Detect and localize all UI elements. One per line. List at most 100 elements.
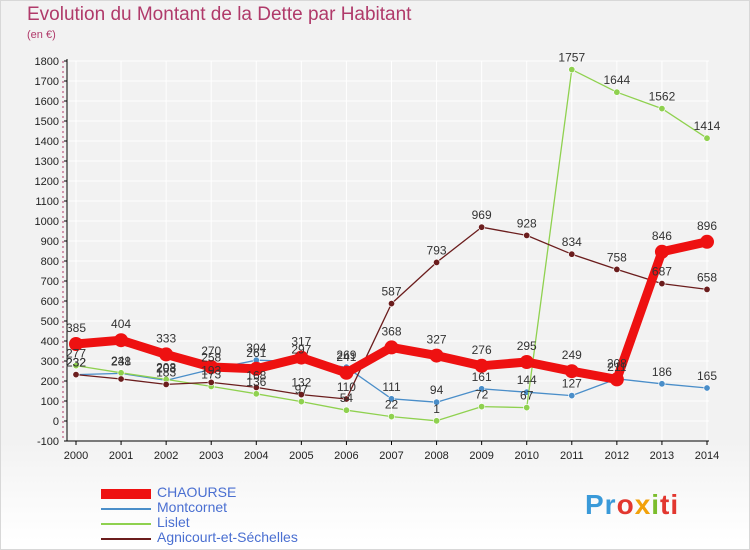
y-tick-label: 1500: [35, 116, 59, 128]
data-label: 846: [652, 229, 672, 243]
x-tick-label: 2011: [560, 450, 584, 462]
legend-swatch-chaourse: [101, 488, 151, 499]
data-point: [207, 378, 215, 386]
data-point: [297, 391, 305, 399]
data-point: [384, 340, 399, 355]
data-label: 136: [246, 375, 266, 389]
legend-label-agnicourt: Agnicourt-et-Séchelles: [157, 529, 298, 545]
data-label: 1562: [649, 90, 676, 104]
data-point: [523, 404, 531, 412]
data-point: [658, 380, 666, 388]
data-label: 165: [697, 369, 717, 383]
data-point: [252, 390, 260, 398]
data-label: 368: [381, 324, 401, 338]
logo-part: ti: [660, 489, 680, 520]
data-point: [72, 371, 80, 379]
data-label: 277: [66, 347, 86, 361]
data-point: [703, 285, 711, 293]
logo-part: Pr: [585, 489, 617, 520]
data-label: 54: [340, 391, 354, 405]
data-point: [114, 333, 129, 348]
series-agnicourt-et-s-chelles: [72, 223, 711, 403]
data-point: [117, 369, 125, 377]
data-label: 238: [111, 354, 131, 368]
data-label: 304: [246, 341, 266, 355]
x-tick-label: 2002: [154, 450, 178, 462]
legend-label-lislet: Lislet: [157, 514, 190, 530]
data-label: 687: [652, 265, 672, 279]
x-tick-label: 2001: [109, 450, 133, 462]
data-label: 269: [336, 348, 356, 362]
data-point: [613, 265, 621, 273]
data-label: 1414: [694, 119, 721, 133]
data-point: [658, 280, 666, 288]
chart-title: Evolution du Montant de la Dette par Hab…: [27, 4, 412, 25]
data-label: 385: [66, 321, 86, 335]
data-label: 793: [427, 243, 447, 257]
data-point: [387, 395, 395, 403]
x-tick-label: 2006: [334, 450, 358, 462]
x-tick-label: 2005: [289, 450, 313, 462]
data-point: [204, 360, 219, 374]
data-point: [342, 395, 350, 403]
data-label: 232: [66, 356, 86, 370]
data-label: 317: [291, 335, 311, 349]
y-tick-label: 200: [41, 376, 59, 388]
data-point: [433, 258, 441, 266]
x-tick-label: 2014: [695, 450, 719, 462]
y-tick-label: 1300: [35, 156, 59, 168]
y-tick-label: -100: [37, 436, 59, 448]
data-point: [69, 337, 83, 351]
y-tick-label: 300: [41, 356, 59, 368]
data-point: [249, 361, 264, 376]
data-label: 111: [382, 380, 401, 394]
data-point: [564, 364, 579, 379]
data-point: [339, 365, 354, 380]
data-label: 72: [475, 388, 489, 402]
data-label: 183: [156, 365, 176, 379]
data-label: 969: [472, 208, 492, 222]
data-point: [387, 413, 395, 421]
data-label: 1757: [558, 51, 585, 65]
data-point: [703, 384, 711, 392]
data-label: 834: [562, 235, 582, 249]
data-point: [387, 300, 395, 308]
data-point: [117, 375, 125, 383]
x-tick-label: 2003: [199, 450, 223, 462]
data-label: 208: [607, 356, 627, 370]
data-point: [478, 403, 486, 411]
data-label: 97: [295, 383, 309, 397]
data-point: [342, 406, 350, 414]
data-label: 1: [433, 402, 440, 416]
data-point: [568, 250, 576, 258]
data-label: 241: [336, 350, 356, 364]
data-point: [519, 355, 534, 369]
x-tick-label: 2010: [514, 450, 538, 462]
data-label: 232: [66, 356, 86, 370]
data-label: 658: [697, 270, 717, 284]
data-label: 132: [291, 376, 311, 390]
y-tick-label: 1600: [35, 96, 59, 108]
data-label: 896: [697, 219, 717, 233]
y-tick-label: 100: [41, 396, 59, 408]
x-tick-label: 2007: [379, 450, 403, 462]
data-point: [294, 350, 309, 365]
legend-swatch-lislet: [101, 522, 151, 525]
data-point: [658, 105, 666, 113]
data-point: [429, 348, 444, 363]
y-tick-label: 1700: [35, 76, 59, 88]
data-label: 327: [427, 333, 447, 347]
y-tick-label: 1400: [35, 136, 59, 148]
data-label: 261: [246, 346, 266, 360]
x-tick-label: 2000: [64, 450, 88, 462]
data-label: 94: [430, 383, 444, 397]
data-label: 203: [156, 361, 176, 375]
logo-part: i: [651, 489, 661, 520]
y-tick-label: 500: [41, 316, 59, 328]
y-tick-label: 900: [41, 236, 59, 248]
y-tick-label: 1800: [35, 56, 59, 68]
data-point: [433, 398, 441, 406]
legend-swatch-montcornet: [101, 507, 151, 510]
data-point: [568, 66, 576, 74]
